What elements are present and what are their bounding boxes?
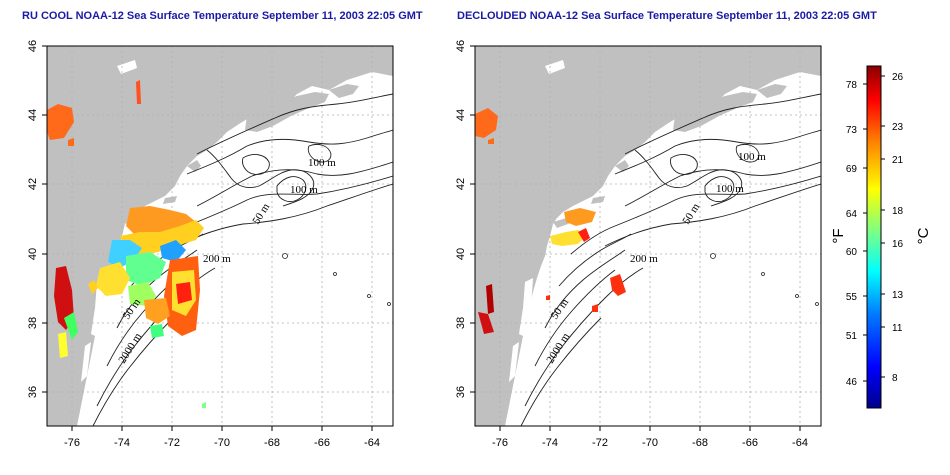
contour-label-right-200m: 200 m xyxy=(630,253,658,265)
cb-c-tick-2: 21 xyxy=(892,155,904,166)
x-tick-left-4: -68 xyxy=(264,437,280,449)
cb-c-tick-7: 8 xyxy=(892,373,898,384)
cb-c-tick-0: 26 xyxy=(892,72,904,83)
map-title-left: RU COOL NOAA-12 Sea Surface Temperature … xyxy=(22,10,423,22)
x-tick-right-3: -70 xyxy=(642,437,658,449)
y-tick-left-2: 42 xyxy=(27,178,39,190)
y-tick-labels-left: 46 44 42 40 38 36 xyxy=(27,40,39,398)
y-tick-left-3: 40 xyxy=(27,248,39,260)
x-tick-labels-right: -76 -74 -72 -70 -68 -66 -64 xyxy=(492,437,808,449)
x-tick-left-2: -72 xyxy=(164,437,180,449)
colorbar: 78 73 69 64 60 55 51 46 26 23 21 18 16 1… xyxy=(830,65,932,409)
map-panel-left: 100 m 100 m 50 m 200 m 50 m 2000 m xyxy=(46,45,394,427)
contour-label-left-200m: 200 m xyxy=(203,253,231,265)
cb-f-tick-3: 64 xyxy=(846,209,858,220)
y-tick-left-4: 38 xyxy=(27,317,39,329)
colorbar-fahrenheit-ticks: 78 73 69 64 60 55 51 46 xyxy=(846,80,858,388)
x-tick-right-4: -68 xyxy=(692,437,708,449)
cb-c-tick-6: 11 xyxy=(892,323,903,334)
x-tick-left-0: -76 xyxy=(64,437,80,449)
colorbar-gradient xyxy=(866,65,882,409)
x-tick-left-5: -66 xyxy=(314,437,330,449)
x-tick-left-1: -74 xyxy=(114,437,130,449)
contour-label-left-100m-a: 100 m xyxy=(308,157,336,169)
y-tick-right-3: 40 xyxy=(455,248,467,260)
x-tick-right-0: -76 xyxy=(492,437,508,449)
y-tick-left-5: 36 xyxy=(27,386,39,398)
cb-c-tick-3: 18 xyxy=(892,206,904,217)
cb-c-tick-1: 23 xyxy=(892,122,904,133)
colorbar-celsius-ticks: 26 23 21 18 16 13 11 8 xyxy=(892,72,904,384)
x-tick-left-6: -64 xyxy=(364,437,380,449)
x-tick-labels-left: -76 -74 -72 -70 -68 -66 -64 xyxy=(64,437,380,449)
cb-f-tick-4: 60 xyxy=(846,247,858,258)
celsius-unit-label: °C xyxy=(915,227,932,244)
y-tick-labels-right: 46 44 42 40 38 36 xyxy=(455,40,467,398)
cb-f-tick-7: 46 xyxy=(846,377,858,388)
y-tick-right-4: 38 xyxy=(455,317,467,329)
x-tick-right-2: -72 xyxy=(592,437,608,449)
x-tick-left-3: -70 xyxy=(214,437,230,449)
x-tick-right-6: -64 xyxy=(792,437,808,449)
y-tick-left-1: 44 xyxy=(27,109,39,121)
cb-f-tick-1: 73 xyxy=(846,125,858,136)
map-title-right: DECLOUDED NOAA-12 Sea Surface Temperatur… xyxy=(457,10,877,22)
sst-pixels-right xyxy=(475,108,626,334)
y-tick-right-0: 46 xyxy=(455,40,467,52)
y-tick-right-2: 42 xyxy=(455,178,467,190)
cb-f-tick-2: 69 xyxy=(846,164,858,175)
y-tick-right-1: 44 xyxy=(455,109,467,121)
cb-c-tick-4: 16 xyxy=(892,239,904,250)
x-tick-right-5: -66 xyxy=(742,437,758,449)
cb-f-tick-0: 78 xyxy=(846,80,858,91)
contour-label-right-100m-b: 100 m xyxy=(716,183,744,195)
cb-f-tick-5: 55 xyxy=(846,292,858,303)
cb-c-tick-5: 13 xyxy=(892,290,904,301)
y-tick-right-5: 36 xyxy=(455,386,467,398)
x-tick-right-1: -74 xyxy=(542,437,558,449)
map-panel-right: 100 m 100 m 50 m 200 m 50 m 2000 m xyxy=(474,45,822,427)
cb-f-tick-6: 51 xyxy=(846,331,858,342)
axes-left xyxy=(42,45,373,431)
sst-pixels-left xyxy=(47,80,206,408)
axes-right xyxy=(470,45,801,431)
contour-label-right-100m-a: 100 m xyxy=(738,151,766,163)
fahrenheit-unit-label: °F xyxy=(830,228,847,243)
contour-label-left-100m-b: 100 m xyxy=(290,184,318,196)
y-tick-left-0: 46 xyxy=(27,40,39,52)
